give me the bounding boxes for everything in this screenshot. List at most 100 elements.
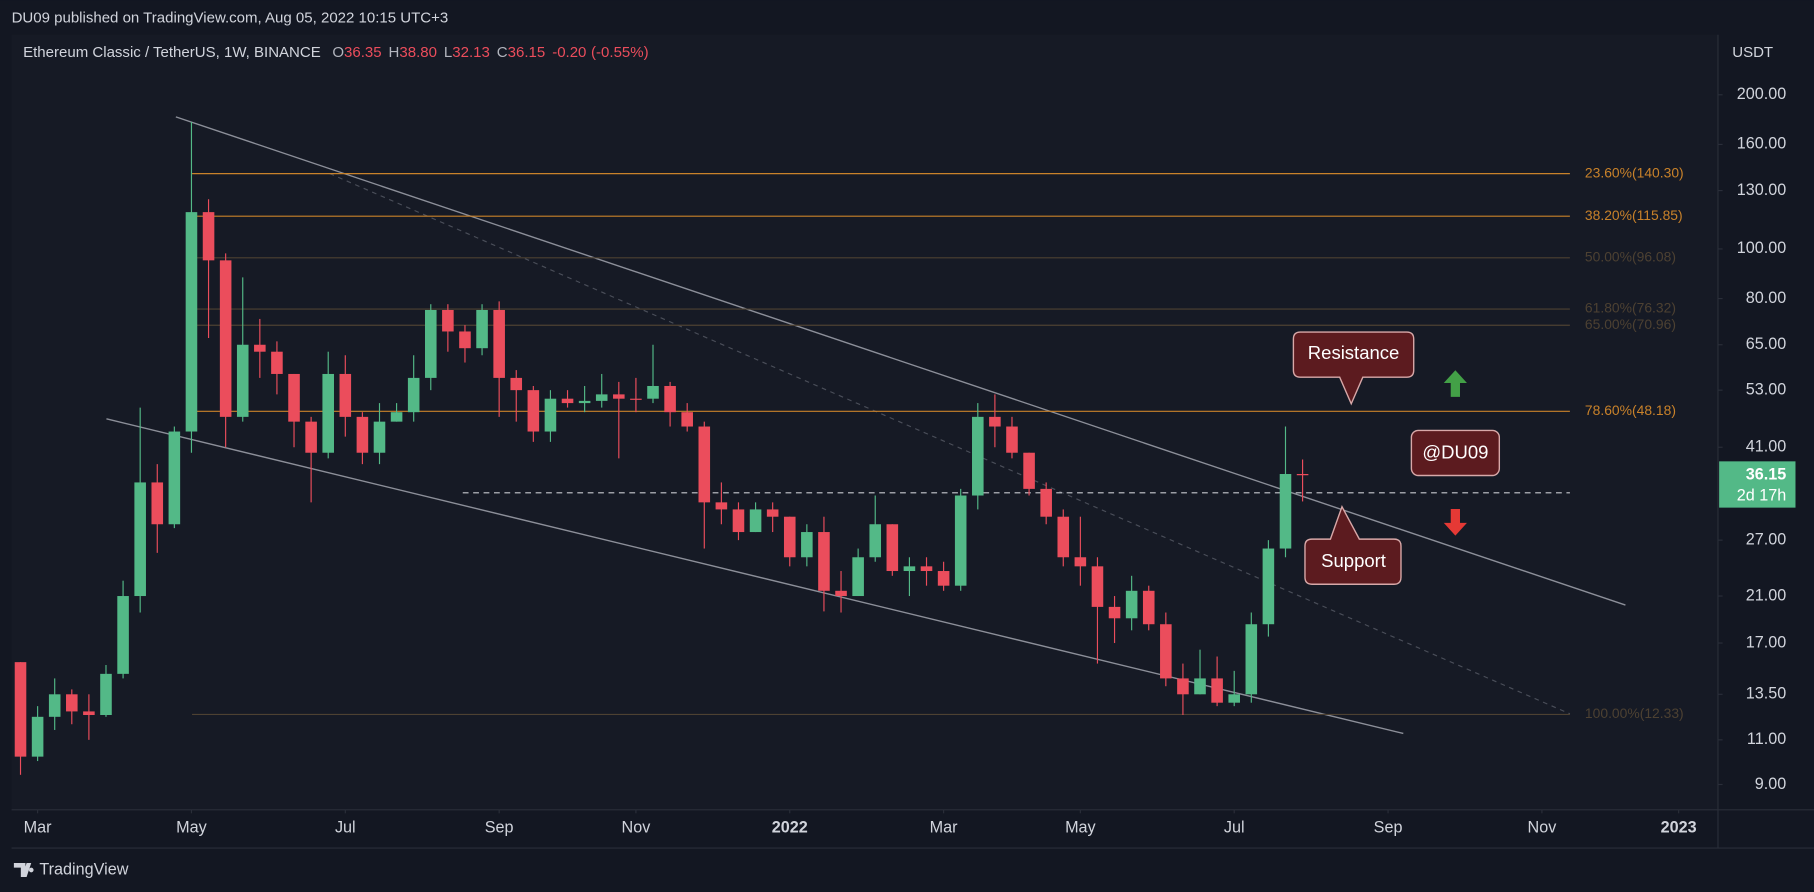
- symbol: Ethereum Classic / TetherUS, 1W, BINANCE: [23, 44, 321, 61]
- y-tick-label: 100.00: [1737, 239, 1787, 257]
- plot: [14, 116, 1626, 775]
- brand: TradingView: [39, 860, 128, 878]
- candle-body: [1040, 488, 1052, 517]
- candle-body: [527, 390, 540, 432]
- ohlc-value: 36.15: [508, 44, 546, 61]
- change-pct: (-0.55%): [591, 44, 649, 61]
- x-tick-label: Nov: [622, 819, 652, 837]
- ohlc-key: O: [332, 44, 344, 61]
- trendline-mid: [329, 173, 1571, 715]
- callout-box: [1410, 429, 1501, 477]
- candle-body: [134, 482, 146, 597]
- candle-body: [14, 662, 27, 757]
- callout-box: [1304, 505, 1402, 585]
- candle-body: [1006, 426, 1018, 453]
- footer: TradingView: [13, 860, 129, 878]
- candle-body: [48, 694, 61, 717]
- support-callout: Support: [1304, 505, 1402, 585]
- y-tick-label: 53.00: [1746, 380, 1787, 398]
- candle-body: [972, 416, 984, 496]
- x-tick-label: Mar: [24, 819, 52, 837]
- y-tick-label: 41.00: [1746, 438, 1787, 456]
- candle-body: [920, 566, 933, 572]
- candle-body: [1262, 548, 1275, 625]
- candle-body: [31, 716, 44, 757]
- y-tick-label: 27.00: [1746, 530, 1787, 548]
- y-tick-label: 17.00: [1746, 633, 1787, 651]
- candle-body: [510, 377, 523, 391]
- x-tick-label: Sep: [1374, 819, 1403, 837]
- candle-body: [288, 373, 300, 422]
- candle-body: [1023, 452, 1035, 489]
- candle-body: [801, 532, 813, 558]
- candle-body: [236, 344, 249, 417]
- candle-body: [749, 509, 762, 533]
- candle-body: [664, 385, 676, 413]
- brand-logo: [13, 863, 34, 877]
- candle-body: [117, 596, 129, 674]
- candle-body: [852, 557, 864, 597]
- candle-body: [305, 421, 317, 453]
- candle-body: [219, 260, 232, 417]
- candle-body: [869, 524, 882, 558]
- candle-body: [151, 482, 164, 525]
- x-tick-label: Mar: [930, 819, 958, 837]
- candle-body: [442, 309, 454, 332]
- candle-body: [613, 394, 625, 399]
- candle-body: [1108, 606, 1121, 619]
- candle-body: [322, 373, 334, 453]
- ohlc-value: 32.13: [452, 44, 490, 61]
- candle-body: [407, 377, 420, 413]
- candle-body: [476, 309, 488, 349]
- fib-label: 23.60%(140.30): [1585, 164, 1684, 180]
- candle-body: [493, 309, 505, 378]
- candle-body: [989, 416, 1001, 427]
- candle-body: [424, 309, 437, 378]
- candle-body: [339, 373, 352, 417]
- candle-body: [647, 385, 659, 399]
- candle-body: [1228, 694, 1240, 703]
- y-tick-label: 130.00: [1737, 181, 1787, 199]
- candle-body: [202, 212, 215, 261]
- candle-body: [561, 398, 574, 404]
- callout-text: Resistance: [1308, 342, 1400, 363]
- y-tick-label: 11.00: [1747, 730, 1786, 748]
- candle-body: [271, 351, 283, 374]
- candle-body: [1194, 678, 1206, 695]
- candle-body: [1074, 557, 1087, 567]
- candle-body: [715, 502, 728, 510]
- candle-body: [1057, 516, 1070, 558]
- fib-label: 61.80%(76.32): [1585, 300, 1676, 316]
- x-tick-label: 2022: [772, 819, 808, 837]
- x-tick-label: 2023: [1661, 819, 1697, 837]
- ohlc-value: 36.35: [344, 44, 382, 61]
- callout-box: [1292, 331, 1415, 406]
- arrow-down: [1443, 509, 1467, 536]
- candle-body: [1091, 566, 1104, 607]
- y-tick-label: 9.00: [1755, 775, 1787, 793]
- candle-body: [168, 431, 181, 525]
- candle-body: [390, 412, 403, 422]
- trendline-upper: [175, 116, 1626, 606]
- candle-body: [954, 495, 967, 586]
- candle-body: [732, 509, 745, 533]
- fib-label: 65.00%(70.96): [1585, 316, 1676, 332]
- candle-body: [100, 673, 112, 716]
- candle-body: [578, 400, 591, 404]
- fib-label: 78.60%(48.18): [1585, 402, 1676, 418]
- candle-body: [937, 571, 950, 586]
- candle-body: [903, 566, 916, 572]
- change: -0.20: [552, 44, 586, 61]
- price-badge-value: 36.15: [1746, 466, 1787, 484]
- plot-area: [11, 34, 1718, 810]
- candle-body: [1279, 474, 1292, 549]
- candle-body: [681, 412, 693, 427]
- ohlc-value: 38.80: [399, 44, 437, 61]
- price-countdown: 2d 17h: [1737, 486, 1787, 504]
- candle-body: [886, 524, 899, 572]
- candle-body: [630, 398, 642, 400]
- y-tick-label: 65.00: [1746, 335, 1787, 353]
- ohlc-key: C: [497, 44, 508, 61]
- candle-body: [595, 394, 608, 401]
